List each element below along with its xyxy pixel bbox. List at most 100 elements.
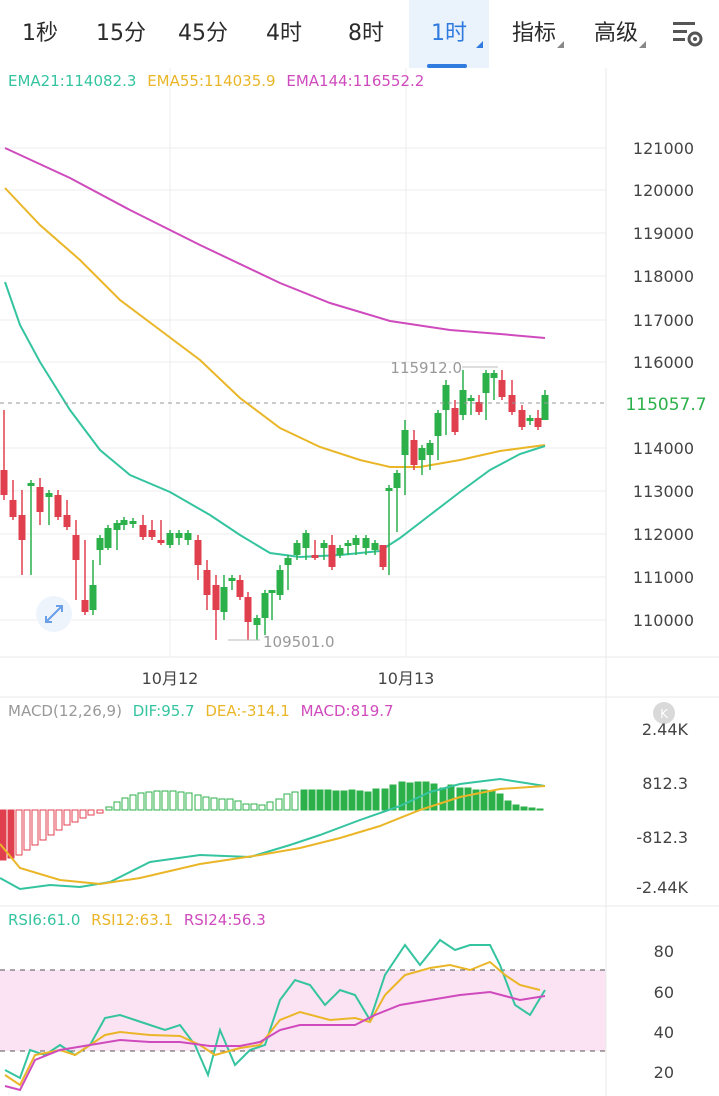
tab-1s[interactable]: 1秒 [22,21,58,46]
tab-45m[interactable]: 45分 [178,21,228,46]
macd-bar [520,806,528,811]
dropdown-triangle-icon [557,41,564,48]
price-axis-label: 116000 [633,353,694,372]
candle-body [203,570,211,595]
active-tab-indicator [427,64,467,68]
macd-badge-icon[interactable] [653,702,675,724]
candle-body [166,533,174,545]
tab-4h[interactable]: 4时 [266,21,302,46]
macd-bar [496,793,504,811]
rsi24-value: RSI24:56.3 [184,911,266,929]
chart-settings-button[interactable] [660,0,716,68]
macd-bar [7,809,15,859]
candle-body [534,418,542,427]
macd-bar [218,798,226,811]
candle-body [467,398,475,401]
macd-bar [55,809,63,831]
advanced-menu[interactable]: 高级 [580,0,652,68]
candlesticks [0,370,549,640]
candle-body [328,545,336,567]
candle-body [410,440,418,465]
candle-body [139,525,147,537]
candle-body [120,520,128,525]
macd-title: MACD(12,26,9) [8,702,122,720]
rsi-axis-label: 40 [654,1023,674,1042]
ema21-line [4,281,546,559]
candle-body [393,473,401,488]
macd-bar [464,787,472,811]
chart-canvas[interactable]: 115912.0 109501.0 EMA21:114082.3 EMA55:1… [0,68,719,1096]
rsi-axis-label: 80 [654,942,674,961]
candle-body [498,380,506,397]
macd-bar [105,806,113,811]
macd-bar [300,789,308,811]
macd-bar [23,809,31,851]
candle-body [194,540,202,565]
indicators-menu[interactable]: 指标 [498,0,570,68]
macd-bar [422,781,430,811]
price-axis-label: 118000 [633,267,694,286]
tab-1h[interactable]: 1时 [409,0,489,68]
macd-bar [71,809,79,823]
candle-body [268,590,276,593]
candle-body [18,515,26,540]
macd-bar [283,793,291,811]
candle-body [442,385,450,410]
macd-bar [161,790,169,811]
ema21-value: EMA21:114082.3 [8,72,136,90]
tab-8h[interactable]: 8时 [348,21,384,46]
ema55-value: EMA55:114035.9 [147,72,275,90]
candle-body [418,448,426,460]
candle-body [261,593,269,618]
price-axis-label: 111000 [633,568,694,587]
candle-body [336,548,344,555]
candle-body [379,545,387,567]
candle-body [426,443,434,455]
macd-bar [291,791,299,811]
candle-body [475,402,483,412]
macd-bar [79,809,87,819]
ema55-line [4,187,546,468]
macd-bar [121,797,129,811]
macd-bar [381,788,389,811]
macd-bar [47,809,55,836]
candle-body [27,483,35,486]
macd-bar [364,791,372,811]
candle-body [320,543,328,548]
macd-bar [348,789,356,811]
candle-body [113,523,121,530]
macd-bar [340,790,348,811]
price-axis-label: 121000 [633,139,694,158]
candle-body [253,618,261,625]
macd-bar [31,809,39,846]
macd-badge-text: K [660,707,669,721]
macd-dea-line [0,785,546,886]
macd-bar [177,791,185,811]
candle-body [352,538,360,545]
candle-body [526,418,534,421]
macd-bar [472,789,480,811]
rsi12-line [4,960,541,1087]
candle-body [9,500,17,517]
macd-bar [0,809,7,861]
candle-body [104,528,112,548]
macd-bar [430,783,438,811]
candle-body [284,558,292,565]
macd-bar [226,798,234,811]
expand-arrows-icon[interactable] [36,596,72,632]
macd-dea: DEA:-314.1 [205,702,289,720]
macd-bar [332,790,340,811]
macd-bar [324,789,332,811]
rsi-axis: 80 60 40 20 [654,942,674,1082]
candle-body [385,488,393,491]
price-axis: 121000 120000 119000 118000 117000 116000 1140… [633,139,694,630]
candle-body [541,395,549,420]
candle-body [311,555,319,558]
candle-body [212,585,220,610]
candle-body [54,495,62,517]
date-label-2: 10月13 [378,669,435,688]
tab-15m[interactable]: 15分 [96,21,146,46]
macd-bar [447,784,455,811]
macd-axis-label: 2.44K [642,720,689,739]
candle-body [276,570,284,595]
